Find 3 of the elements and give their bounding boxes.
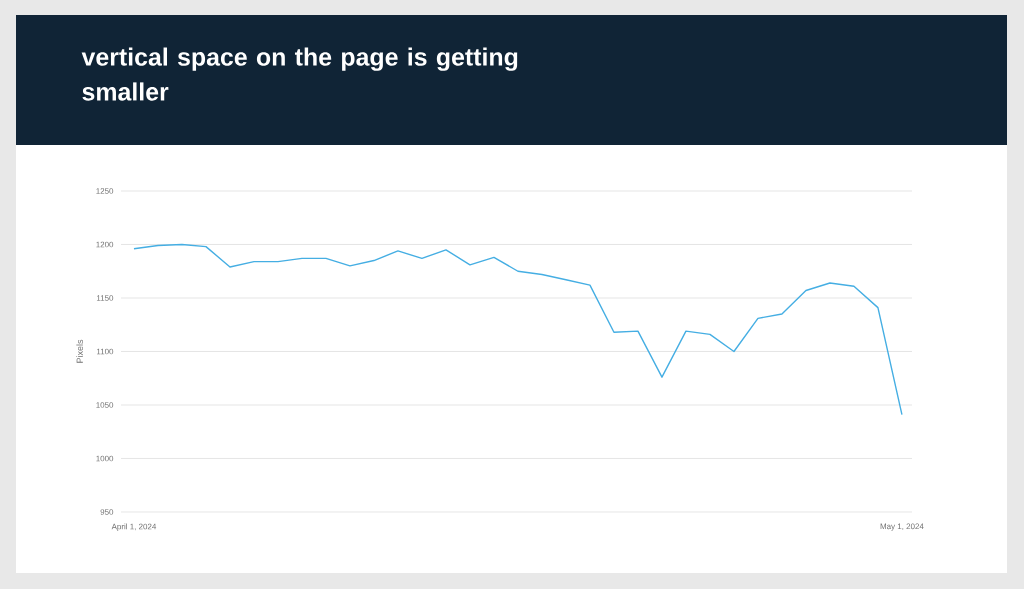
chart-title: vertical space on the page is getting smaller xyxy=(81,47,518,101)
line-series xyxy=(133,243,903,416)
y-axis-title: Pixels xyxy=(76,339,83,363)
